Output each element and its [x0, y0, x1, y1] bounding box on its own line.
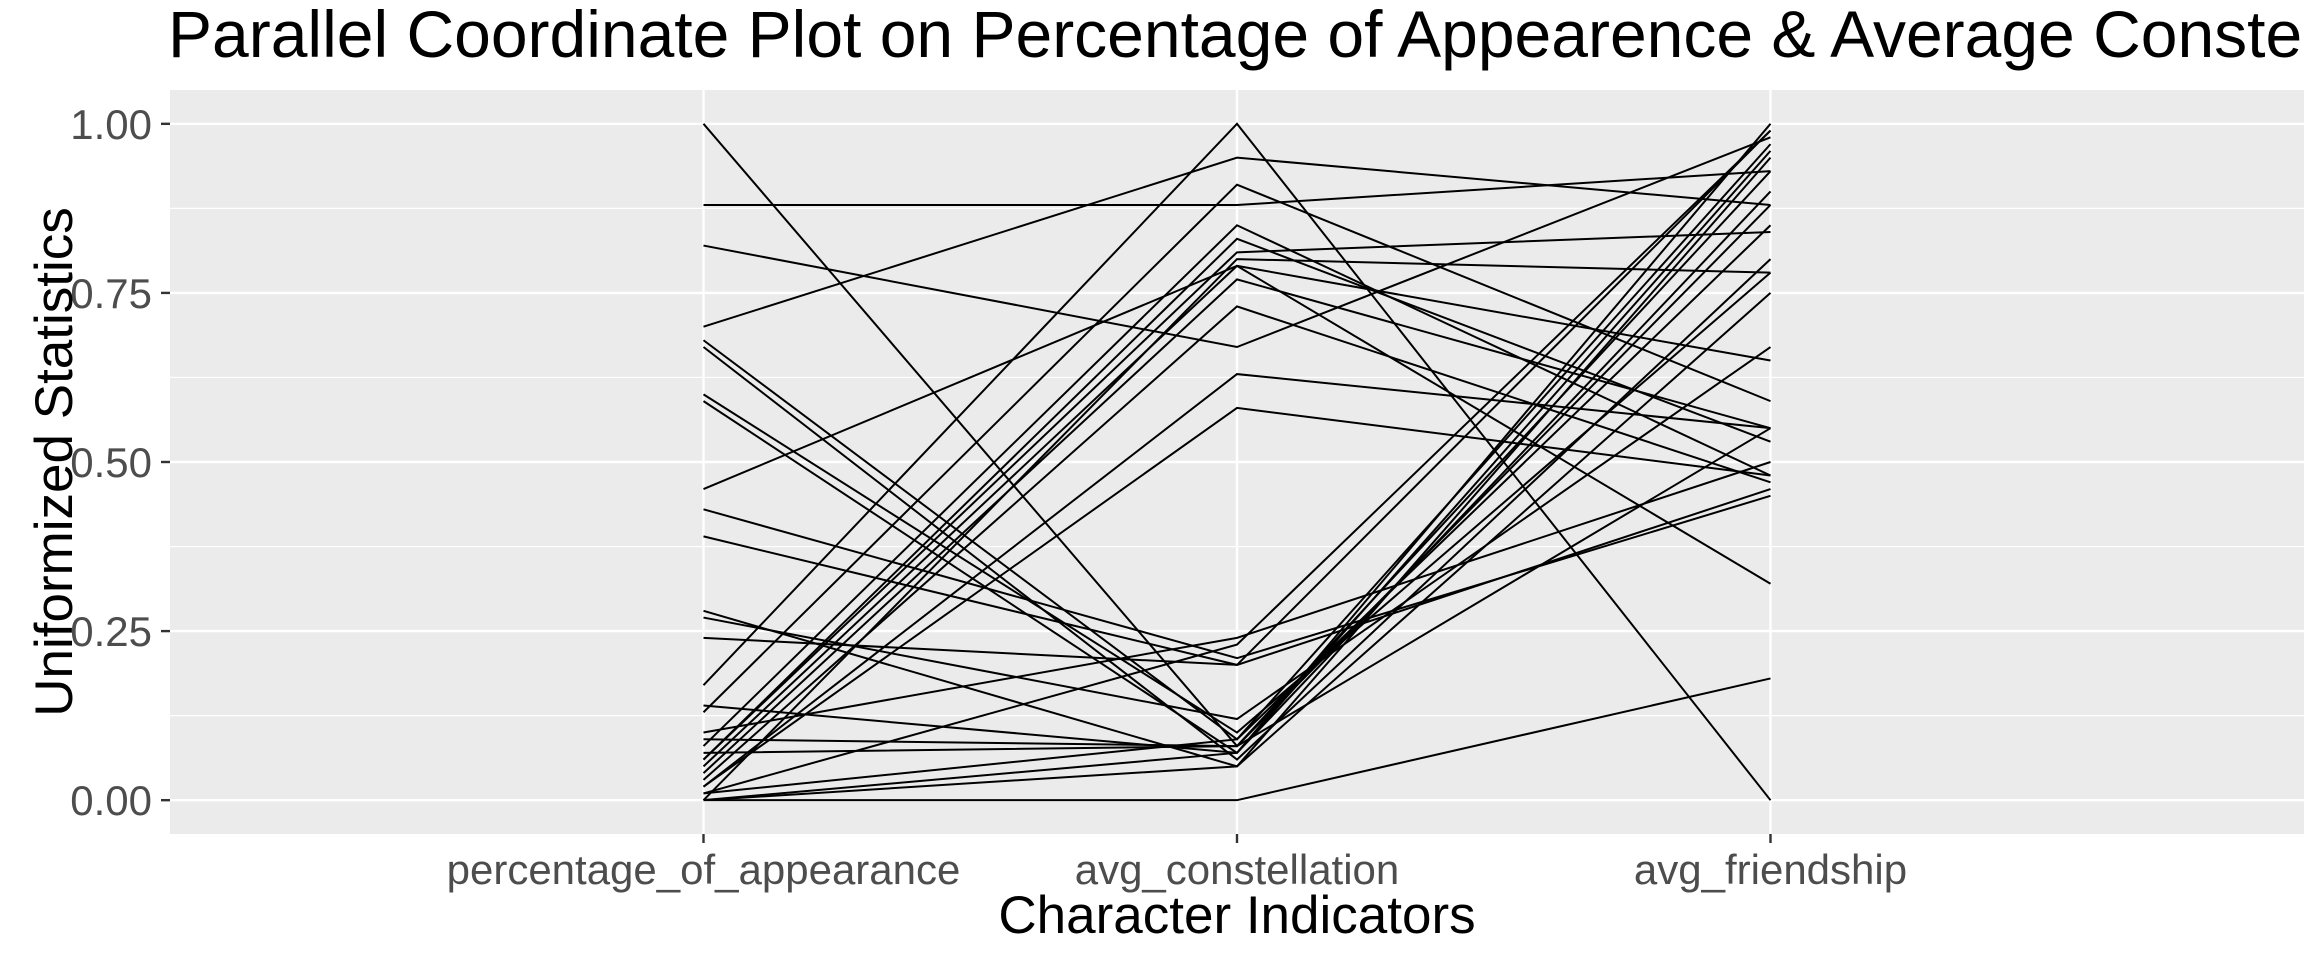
- series-line: [703, 136, 1771, 349]
- major-gridlines: [170, 90, 2304, 834]
- x-tick-label: avg_constellation: [1075, 846, 1400, 893]
- series-line: [703, 204, 1772, 754]
- x-tick-label: avg_friendship: [1634, 846, 1907, 893]
- series-line: [702, 231, 1771, 761]
- series-line: [703, 123, 1772, 802]
- series-line: [702, 406, 1771, 788]
- y-tick-label: 0.50: [70, 439, 152, 486]
- series-line: [703, 677, 1771, 802]
- series-line: [703, 346, 1772, 721]
- series-line: [702, 264, 1771, 768]
- series-line: [703, 170, 1771, 206]
- series-line: [702, 258, 1771, 801]
- series-line: [703, 292, 1772, 802]
- series-line: [703, 494, 1771, 660]
- x-tick-label: percentage_of_appearance: [447, 846, 961, 893]
- x-axis-ticks: percentage_of_appearance avg_constellatio…: [447, 834, 1907, 893]
- series-line: [703, 156, 1771, 328]
- series-line: [702, 305, 1771, 781]
- series-line: [702, 224, 1771, 747]
- y-tick-label: 0.00: [70, 777, 152, 824]
- series-line: [703, 129, 1772, 795]
- x-axis-title: Character Indicators: [998, 886, 1475, 945]
- series-line: [702, 122, 1772, 801]
- y-tick-label: 0.75: [70, 270, 152, 317]
- series-line: [702, 271, 1772, 734]
- series-line: [703, 461, 1771, 734]
- series-line: [702, 237, 1771, 761]
- chart-title: Parallel Coordinate Plot on Percentage o…: [168, 0, 2304, 71]
- series-line: [702, 278, 1771, 774]
- y-axis-title: Uniformized Statistics: [25, 207, 84, 717]
- y-tick-label: 1.00: [70, 101, 152, 148]
- series-line: [702, 373, 1771, 788]
- series-lines: [702, 122, 1772, 802]
- y-axis-ticks: 0.00 0.25 0.50 0.75 1.00: [70, 101, 170, 824]
- series-line: [703, 129, 1772, 666]
- series-line: [703, 143, 1772, 795]
- y-tick-label: 0.25: [70, 608, 152, 655]
